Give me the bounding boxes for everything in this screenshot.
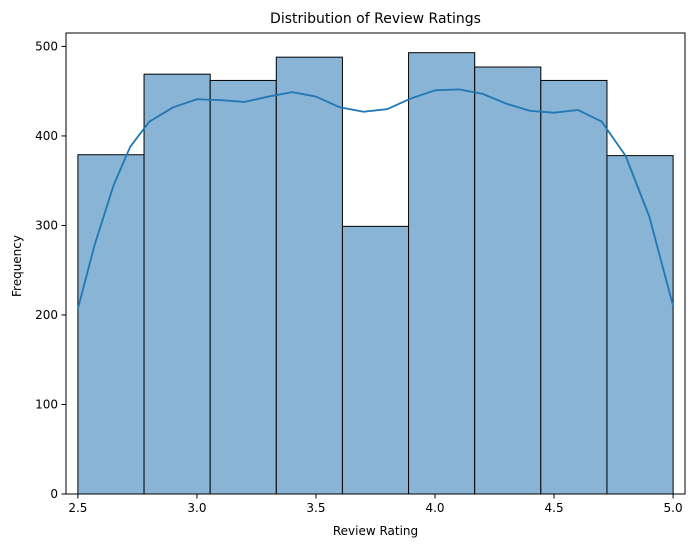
- x-tick-label: 3.0: [187, 501, 206, 515]
- histogram-bar-2: [143, 73, 211, 495]
- histogram-bar-1: [77, 154, 145, 495]
- x-axis-label: Review Rating: [333, 524, 418, 538]
- y-tick-label: 100: [35, 397, 58, 411]
- y-tick-label: 200: [35, 308, 58, 322]
- x-tick-label: 2.5: [68, 501, 87, 515]
- y-tick-label: 300: [35, 218, 58, 232]
- histogram-bar-3: [209, 79, 277, 495]
- bars-layer: [77, 52, 674, 495]
- x-tick-label: 4.5: [545, 501, 564, 515]
- x-tick-label: 5.0: [664, 501, 683, 515]
- y-axis-label: Frequency: [10, 235, 24, 297]
- kde-layer: [77, 88, 674, 309]
- y-tick-label: 500: [35, 39, 58, 53]
- histogram-bar-4: [275, 56, 343, 495]
- x-tick-label: 3.5: [306, 501, 325, 515]
- histogram-bar-6: [408, 52, 476, 495]
- y-tick-label: 0: [50, 487, 58, 501]
- chart-title: Distribution of Review Ratings: [270, 11, 481, 27]
- y-tick-label: 400: [35, 129, 58, 143]
- x-tick-label: 4.0: [425, 501, 444, 515]
- plot-frame: [65, 32, 686, 495]
- histogram-bar-5: [341, 225, 410, 495]
- axes-layer: 2.5 3.0 3.5 4.0 4.5 5.0 0 100 200 300 400 500: [35, 32, 686, 515]
- kde-curve: [77, 88, 674, 309]
- histogram-bar-9: [606, 155, 674, 495]
- histogram-bar-7: [474, 66, 542, 495]
- histogram-bar-8: [540, 79, 608, 495]
